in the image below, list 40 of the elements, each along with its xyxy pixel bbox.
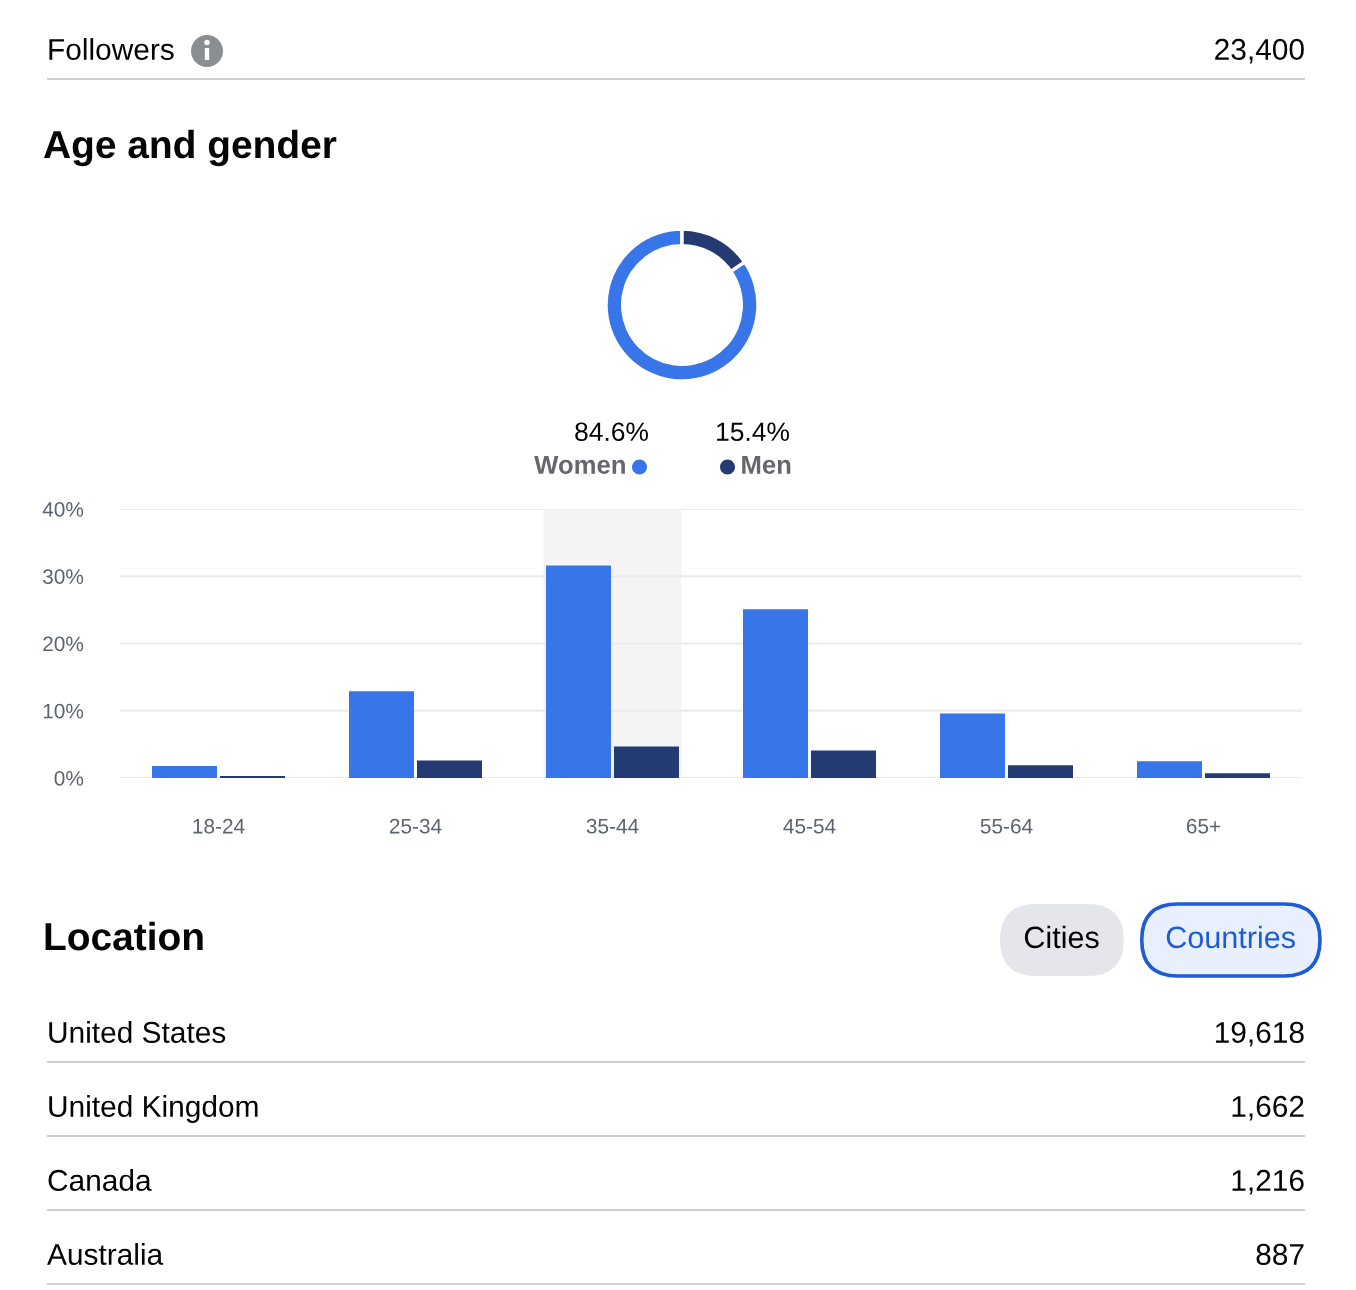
category-label: United Kingdom <box>49 1095 258 1123</box>
data-label: 23,400 <box>1215 38 1304 64</box>
x-tick-label: 25-34 <box>389 818 442 834</box>
category-label: Canada <box>48 1169 152 1192</box>
bar <box>416 760 482 778</box>
data-label: 1,216 <box>1232 1169 1304 1195</box>
x-tick-label: 55-64 <box>980 818 1033 834</box>
bar <box>613 746 679 778</box>
y-tick-label: 30% <box>42 569 84 584</box>
bar <box>810 750 876 778</box>
legend-label: Men <box>742 455 791 474</box>
bar <box>1007 765 1073 778</box>
x-tick-label: 45-54 <box>783 819 836 834</box>
data-label: 15.4% <box>717 422 789 442</box>
y-tick-label: 40% <box>42 502 84 517</box>
y-tick-label: 0% <box>54 771 84 786</box>
bar <box>152 765 218 778</box>
y-tick-label: 10% <box>43 703 84 719</box>
data-label: 887 <box>1256 1243 1304 1266</box>
text: Age and gender <box>43 129 337 167</box>
category-label: Followers <box>49 38 174 61</box>
x-tick-label: 35-44 <box>586 818 639 834</box>
data-label: 84.6% <box>575 422 648 442</box>
bar <box>1137 761 1203 778</box>
data-label: 19,618 <box>1215 1021 1304 1047</box>
bar <box>940 713 1006 778</box>
text: Cities <box>1024 925 1099 949</box>
category-label: Australia <box>47 1243 164 1266</box>
bar <box>1204 773 1270 778</box>
data-label: 1,662 <box>1232 1095 1304 1121</box>
bar <box>743 609 809 778</box>
category-label: United States <box>49 1021 226 1044</box>
x-tick-label: 18-24 <box>193 818 245 834</box>
x-tick-label: 65+ <box>1186 818 1221 834</box>
bar <box>219 775 285 778</box>
bar <box>349 691 415 778</box>
text: Location <box>45 921 203 951</box>
text: Countries <box>1166 925 1295 949</box>
y-tick-label: 20% <box>43 636 84 652</box>
slice-label: Women <box>534 455 625 474</box>
